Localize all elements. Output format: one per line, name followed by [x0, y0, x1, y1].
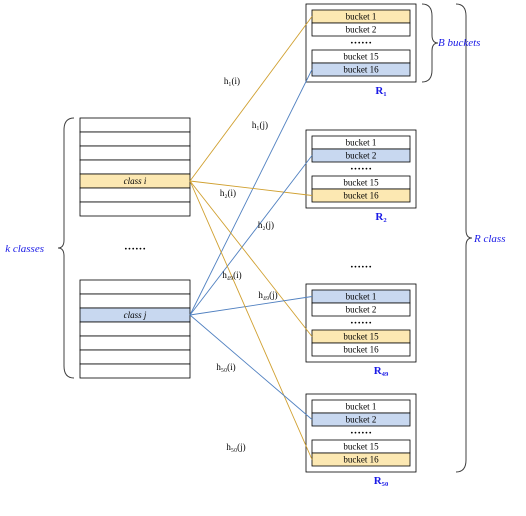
bucket-row-label: bucket 1: [346, 402, 377, 412]
hash-edge: [190, 70, 312, 316]
edge-label: h₂(i): [220, 188, 236, 198]
class-row: [80, 294, 190, 308]
class-row: [80, 188, 190, 202]
hash-edge: [190, 181, 312, 337]
class-row: [80, 280, 190, 294]
bucket-row-label: bucket 1: [346, 292, 377, 302]
r-class-label: R class: [473, 233, 505, 245]
class-row: [80, 202, 190, 216]
class-row: [80, 364, 190, 378]
class-label: class j: [124, 310, 147, 320]
curly-brace: [422, 4, 438, 82]
edge-label: h₁(i): [224, 76, 240, 86]
bucket-row-label: bucket 15: [343, 442, 379, 452]
edge-label: h₂(j): [258, 220, 274, 230]
hash-edge: [190, 297, 312, 316]
bucket-row-label: bucket 1: [346, 12, 377, 22]
edge-label: h₄₉(j): [258, 290, 277, 300]
class-row: [80, 322, 190, 336]
k-classes-label: k classes: [5, 243, 44, 255]
hash-edge: [190, 181, 312, 196]
bucket-dots: ······: [350, 427, 372, 439]
edge-label: h₁(j): [252, 120, 268, 130]
bucket-row-label: bucket 15: [343, 52, 379, 62]
hash-edge: [190, 181, 312, 460]
class-row: [80, 160, 190, 174]
bucket-row-label: bucket 2: [346, 415, 377, 425]
bucket-row-label: bucket 1: [346, 138, 377, 148]
class-row: [80, 132, 190, 146]
bucket-dots: ······: [350, 317, 372, 329]
b-buckets-label: B buckets: [438, 37, 480, 49]
bucket-row-label: bucket 16: [343, 455, 379, 465]
edge-label: h₅₀(i): [216, 362, 235, 372]
bucket-row-label: bucket 15: [343, 178, 379, 188]
class-label: class i: [124, 176, 147, 186]
bucket-row-label: bucket 2: [346, 151, 377, 161]
bucket-row-label: bucket 2: [346, 305, 377, 315]
hash-edge: [190, 315, 312, 420]
curly-brace: [58, 118, 74, 378]
class-row: [80, 118, 190, 132]
bucket-dots: ······: [350, 163, 372, 175]
r-label: R₅₀: [374, 475, 389, 487]
bucket-row-label: bucket 15: [343, 332, 379, 342]
hash-edge: [190, 156, 312, 316]
bucket-row-label: bucket 16: [343, 65, 379, 75]
class-row: [80, 146, 190, 160]
curly-brace: [456, 4, 472, 472]
hash-edge: [190, 17, 312, 182]
bucket-group-dots: ······: [350, 261, 372, 273]
class-row: [80, 336, 190, 350]
bucket-row-label: bucket 16: [343, 191, 379, 201]
r-label: R₁: [375, 85, 386, 97]
left-dots: ······: [124, 243, 146, 255]
edge-label: h₄₉(i): [222, 270, 241, 280]
r-label: R₂: [375, 211, 387, 223]
bucket-row-label: bucket 16: [343, 345, 379, 355]
edge-label: h₅₀(j): [226, 442, 245, 452]
class-row: [80, 350, 190, 364]
bucket-dots: ······: [350, 37, 372, 49]
r-label: R₄₉: [374, 365, 389, 377]
bucket-row-label: bucket 2: [346, 25, 377, 35]
